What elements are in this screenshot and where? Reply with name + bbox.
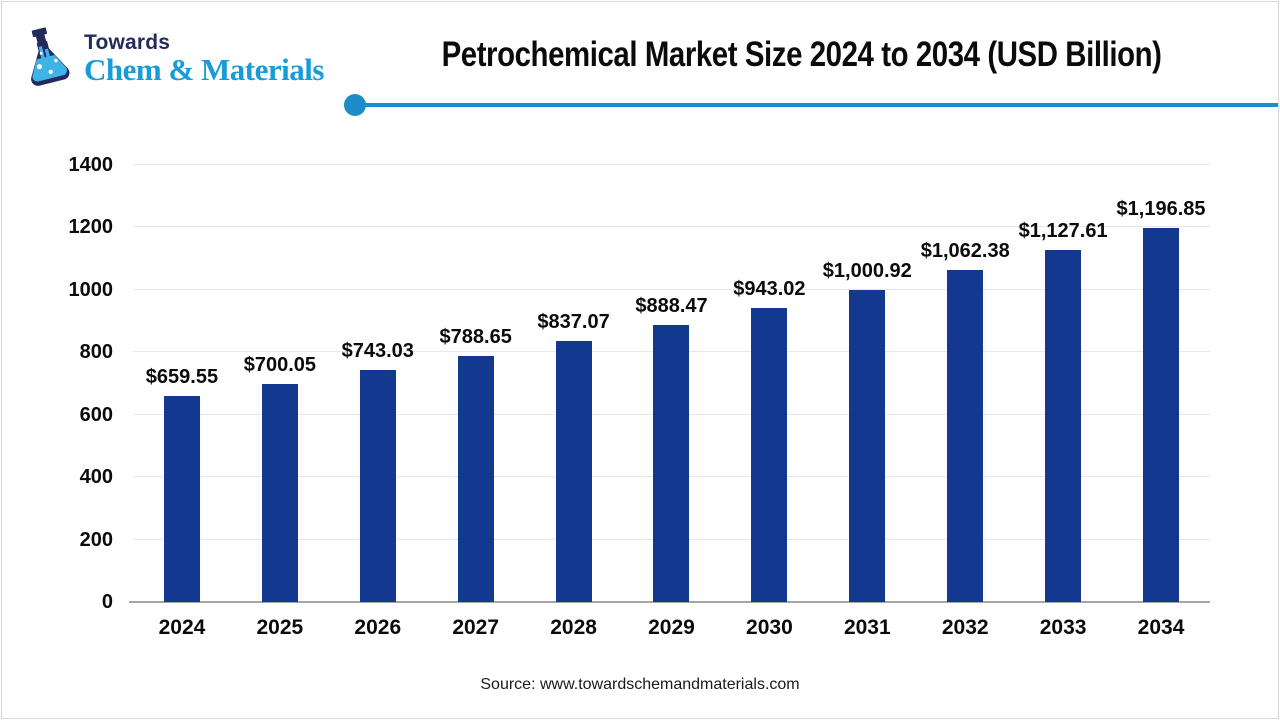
gridline-y1200 — [133, 226, 1210, 228]
data-label-2031: $1,000.92 — [822, 259, 912, 282]
bar-2029 — [653, 324, 690, 602]
y-axis-tick-1000: 1000 — [68, 278, 114, 301]
brand-logo: Towards Chem & Materials — [16, 26, 324, 92]
bar-2032 — [947, 270, 984, 602]
bar-chart: 0 200 400 600 800 1000 1200 1400 $659.55 2024 $700… — [69, 154, 1210, 640]
x-axis-tick-2031: 2031 — [843, 616, 891, 639]
bar-column-2024: $659.55 2024 — [133, 165, 231, 639]
brand-name-top: Towards — [84, 31, 171, 54]
flask-icon — [31, 27, 70, 86]
bar-column-2027: $788.65 2027 — [427, 165, 525, 639]
data-label-2025: $700.05 — [243, 353, 317, 376]
title-divider-line — [355, 103, 1278, 107]
x-axis-tick-2025: 2025 — [256, 616, 304, 639]
bar-2030 — [751, 307, 788, 602]
bar-columns: $659.55 2024 $700.05 2025 $743.03 2026 $788.65… — [133, 165, 1210, 640]
title-divider-dot — [344, 94, 366, 116]
x-axis-tick-2024: 2024 — [158, 616, 206, 639]
x-axis-tick-2030: 2030 — [746, 616, 793, 639]
data-label-2034: $1,196.85 — [1116, 198, 1206, 221]
source-note: Source: www.towardschemandmaterials.com — [480, 676, 800, 693]
gridline-y1000 — [133, 288, 1210, 290]
bar-column-2026: $743.03 2026 — [329, 165, 427, 639]
x-axis-tick-2027: 2027 — [452, 616, 500, 639]
data-label-2030: $943.02 — [733, 277, 806, 300]
bar-column-2028: $837.07 2028 — [525, 165, 623, 639]
bar-column-2034: $1,196.85 2034 — [1112, 165, 1210, 639]
bar-column-2032: $1,062.38 2032 — [916, 165, 1014, 639]
bar-column-2025: $700.05 2025 — [231, 165, 329, 640]
data-label-2024: $659.55 — [145, 366, 219, 389]
y-axis-tick-0: 0 — [101, 591, 113, 613]
bar-column-2029: $888.47 2029 — [623, 165, 721, 639]
bar-2033 — [1045, 250, 1082, 602]
data-label-2028: $837.07 — [537, 310, 610, 333]
bar-column-2033: $1,127.61 2033 — [1014, 165, 1112, 639]
data-label-2027: $788.65 — [439, 325, 512, 348]
bar-column-2031: $1,000.92 2031 — [818, 165, 916, 639]
x-axis-tick-2028: 2028 — [550, 616, 597, 639]
bar-2028 — [555, 340, 592, 602]
data-label-2032: $1,062.38 — [920, 240, 1010, 263]
y-axis-tick-1200: 1200 — [68, 216, 114, 239]
y-axis-tick-800: 800 — [79, 341, 113, 364]
chart-title-text: Petrochemical Market Size 2024 to 2034 (… — [442, 35, 1162, 74]
data-label-2033: $1,127.61 — [1018, 220, 1108, 243]
gridline-y1400 — [133, 164, 1210, 165]
brand-name-bottom: Chem & Materials — [84, 52, 324, 87]
page-title: Petrochemical Market Size 2024 to 2034 (… — [342, 35, 1262, 75]
bar-2024 — [163, 396, 200, 602]
x-axis-tick-2029: 2029 — [648, 616, 695, 639]
data-label-2029: $888.47 — [635, 294, 708, 317]
y-axis-tick-600: 600 — [79, 403, 113, 426]
y-axis-tick-400: 400 — [79, 466, 113, 489]
bar-column-2030: $943.02 2030 — [720, 165, 818, 639]
x-axis-tick-2033: 2033 — [1039, 616, 1087, 639]
x-axis-tick-2034: 2034 — [1137, 616, 1185, 639]
bar-2025 — [261, 383, 298, 602]
bar-2027 — [457, 355, 494, 602]
x-axis-tick-2026: 2026 — [354, 616, 402, 639]
bar-2026 — [359, 370, 396, 602]
x-axis-tick-2032: 2032 — [941, 616, 989, 639]
bar-2034 — [1143, 228, 1180, 602]
data-label-2026: $743.03 — [341, 340, 414, 363]
bar-2031 — [849, 289, 886, 602]
x-axis-line — [129, 601, 1210, 603]
y-axis-tick-1400: 1400 — [68, 154, 114, 176]
y-axis-tick-200: 200 — [79, 528, 113, 551]
